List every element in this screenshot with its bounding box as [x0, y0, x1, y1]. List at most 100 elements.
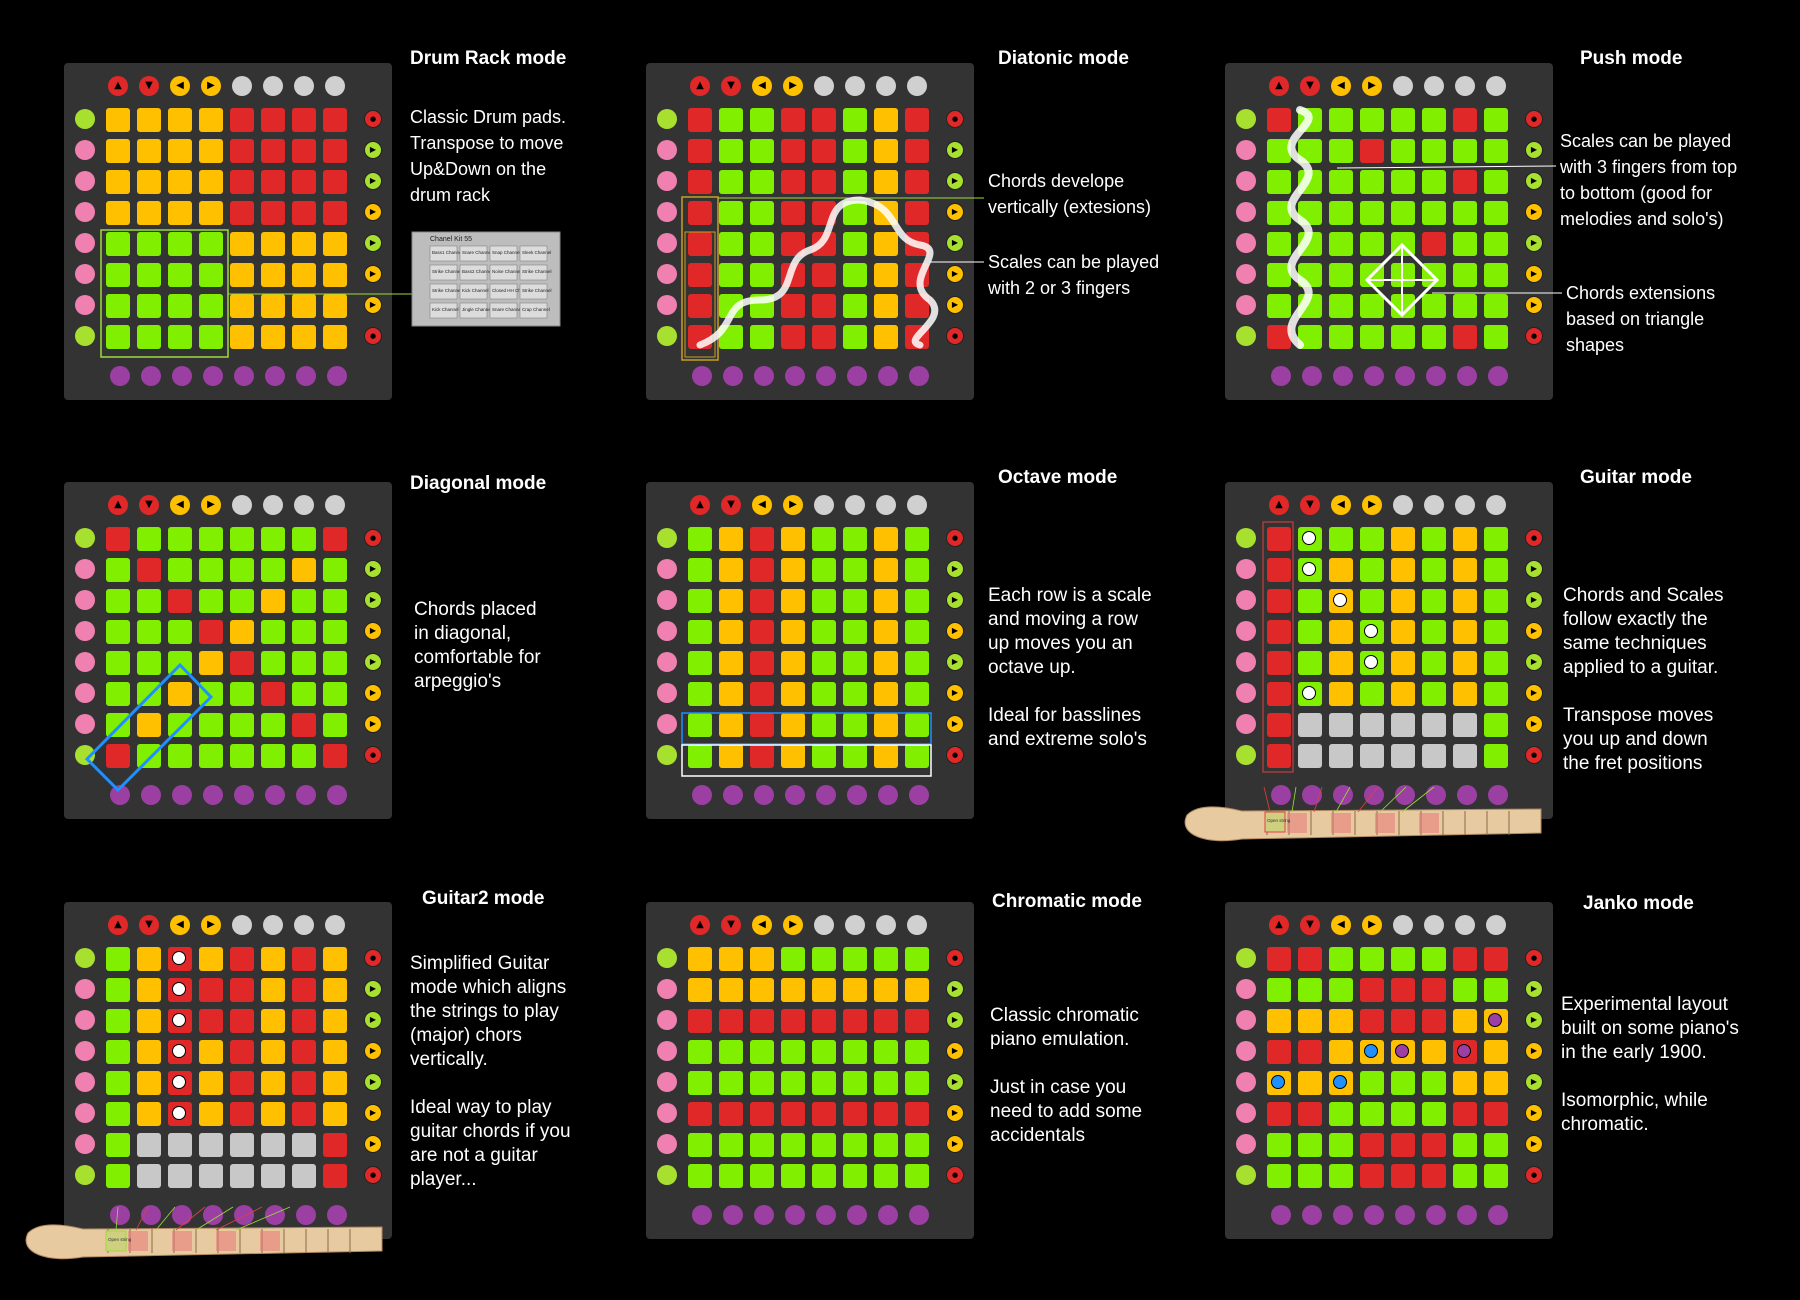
grid-pad[interactable]: [1329, 978, 1353, 1002]
bottom-button[interactable]: [234, 1205, 254, 1225]
bottom-button[interactable]: [1333, 785, 1353, 805]
bottom-button[interactable]: [110, 1205, 130, 1225]
bottom-button[interactable]: [265, 366, 285, 386]
grid-pad[interactable]: [812, 558, 836, 582]
grid-pad[interactable]: [106, 589, 130, 613]
scene-launch-button[interactable]: ▶: [946, 1011, 964, 1029]
grid-pad[interactable]: [1329, 170, 1353, 194]
mode-button[interactable]: [1393, 915, 1413, 935]
grid-pad[interactable]: [719, 589, 743, 613]
scene-launch-button[interactable]: ▶: [364, 172, 382, 190]
bottom-button[interactable]: [785, 366, 805, 386]
bottom-button[interactable]: [1457, 785, 1477, 805]
grid-pad[interactable]: [843, 108, 867, 132]
grid-pad[interactable]: [781, 947, 805, 971]
grid-pad[interactable]: [719, 1040, 743, 1064]
grid-pad[interactable]: [1453, 263, 1477, 287]
grid-pad[interactable]: [1329, 1071, 1353, 1095]
arrow-right-button[interactable]: ▶: [783, 76, 803, 96]
grid-pad[interactable]: [230, 744, 254, 768]
grid-pad[interactable]: [843, 527, 867, 551]
side-button[interactable]: [75, 745, 95, 765]
side-button[interactable]: [1236, 233, 1256, 253]
grid-pad[interactable]: [1360, 744, 1384, 768]
mode-button[interactable]: [1486, 915, 1506, 935]
grid-pad[interactable]: [106, 682, 130, 706]
grid-pad[interactable]: [1422, 589, 1446, 613]
arrow-left-button[interactable]: ◀: [1331, 915, 1351, 935]
arrow-down-button[interactable]: ▼: [721, 915, 741, 935]
grid-pad[interactable]: [230, 651, 254, 675]
side-button[interactable]: [1236, 683, 1256, 703]
grid-pad[interactable]: [750, 620, 774, 644]
arrow-right-button[interactable]: ▶: [783, 495, 803, 515]
grid-pad[interactable]: [1422, 651, 1446, 675]
grid-pad[interactable]: [1422, 1071, 1446, 1095]
side-button[interactable]: [75, 109, 95, 129]
grid-pad[interactable]: [230, 232, 254, 256]
arrow-right-button[interactable]: ▶: [1362, 495, 1382, 515]
grid-pad[interactable]: [323, 108, 347, 132]
grid-pad[interactable]: [688, 1071, 712, 1095]
mode-button[interactable]: [1393, 76, 1413, 96]
grid-pad[interactable]: [874, 1071, 898, 1095]
grid-pad[interactable]: [905, 651, 929, 675]
grid-pad[interactable]: [106, 744, 130, 768]
grid-pad[interactable]: [781, 713, 805, 737]
grid-pad[interactable]: [1453, 589, 1477, 613]
grid-pad[interactable]: [1267, 1040, 1291, 1064]
scene-launch-button[interactable]: ▶: [364, 265, 382, 283]
grid-pad[interactable]: [230, 682, 254, 706]
grid-pad[interactable]: [261, 558, 285, 582]
grid-pad[interactable]: [750, 527, 774, 551]
side-button[interactable]: [75, 1134, 95, 1154]
grid-pad[interactable]: [1422, 1133, 1446, 1157]
grid-pad[interactable]: [812, 620, 836, 644]
grid-pad[interactable]: [843, 1164, 867, 1188]
grid-pad[interactable]: [323, 978, 347, 1002]
grid-pad[interactable]: [874, 201, 898, 225]
grid-pad[interactable]: [688, 139, 712, 163]
scene-launch-button[interactable]: ▶: [364, 203, 382, 221]
grid-pad[interactable]: [1267, 947, 1291, 971]
grid-pad[interactable]: [168, 170, 192, 194]
grid-pad[interactable]: [1298, 1164, 1322, 1188]
grid-pad[interactable]: [323, 947, 347, 971]
scene-launch-button[interactable]: ▶: [946, 591, 964, 609]
mode-button[interactable]: [845, 495, 865, 515]
grid-pad[interactable]: [1484, 294, 1508, 318]
grid-pad[interactable]: [199, 1133, 223, 1157]
grid-pad[interactable]: [1453, 744, 1477, 768]
grid-pad[interactable]: [843, 1102, 867, 1126]
arrow-up-button[interactable]: ▲: [108, 495, 128, 515]
grid-pad[interactable]: [719, 1164, 743, 1188]
grid-pad[interactable]: [1360, 325, 1384, 349]
scene-launch-button[interactable]: ▶: [946, 560, 964, 578]
grid-pad[interactable]: [1391, 1009, 1415, 1033]
grid-pad[interactable]: [261, 1164, 285, 1188]
grid-pad[interactable]: [1267, 108, 1291, 132]
grid-pad[interactable]: [1484, 620, 1508, 644]
bottom-button[interactable]: [1302, 785, 1322, 805]
scene-launch-button[interactable]: ▶: [946, 653, 964, 671]
grid-pad[interactable]: [1329, 1102, 1353, 1126]
grid-pad[interactable]: [1329, 651, 1353, 675]
grid-pad[interactable]: [199, 1009, 223, 1033]
scene-launch-button[interactable]: ●: [1525, 529, 1543, 547]
grid-pad[interactable]: [1484, 325, 1508, 349]
grid-pad[interactable]: [750, 1071, 774, 1095]
grid-pad[interactable]: [905, 294, 929, 318]
bottom-button[interactable]: [909, 366, 929, 386]
grid-pad[interactable]: [719, 170, 743, 194]
scene-launch-button[interactable]: ▶: [946, 684, 964, 702]
grid-pad[interactable]: [874, 1164, 898, 1188]
grid-pad[interactable]: [905, 589, 929, 613]
grid-pad[interactable]: [1453, 170, 1477, 194]
bottom-button[interactable]: [1302, 366, 1322, 386]
grid-pad[interactable]: [843, 170, 867, 194]
grid-pad[interactable]: [106, 108, 130, 132]
grid-pad[interactable]: [1484, 978, 1508, 1002]
grid-pad[interactable]: [261, 744, 285, 768]
grid-pad[interactable]: [812, 682, 836, 706]
grid-pad[interactable]: [905, 620, 929, 644]
